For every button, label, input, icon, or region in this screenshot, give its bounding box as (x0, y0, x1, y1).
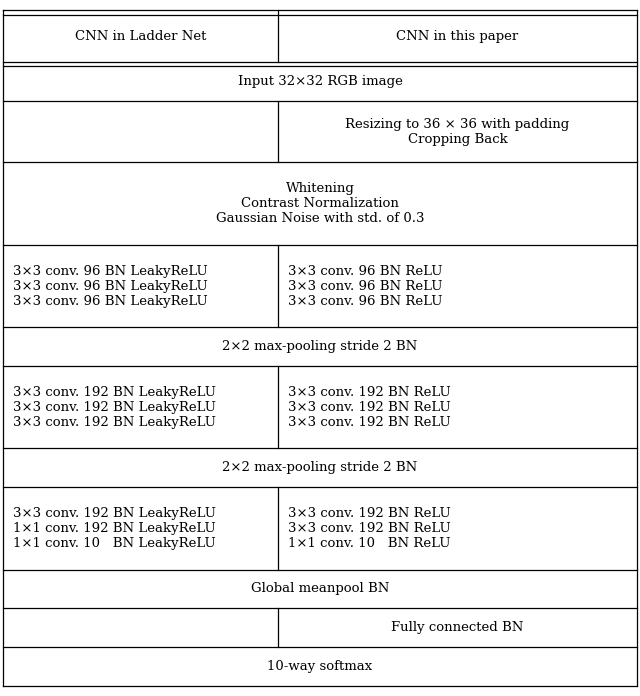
Text: Global meanpool BN: Global meanpool BN (251, 583, 389, 596)
Text: Fully connected BN: Fully connected BN (392, 621, 524, 634)
Text: 3×3 conv. 192 BN LeakyReLU
3×3 conv. 192 BN LeakyReLU
3×3 conv. 192 BN LeakyReLU: 3×3 conv. 192 BN LeakyReLU 3×3 conv. 192… (13, 386, 216, 429)
Text: 10-way softmax: 10-way softmax (268, 660, 372, 673)
Text: 3×3 conv. 96 BN ReLU
3×3 conv. 96 BN ReLU
3×3 conv. 96 BN ReLU: 3×3 conv. 96 BN ReLU 3×3 conv. 96 BN ReL… (288, 264, 442, 308)
Text: 3×3 conv. 192 BN ReLU
3×3 conv. 192 BN ReLU
3×3 conv. 192 BN ReLU: 3×3 conv. 192 BN ReLU 3×3 conv. 192 BN R… (288, 386, 451, 429)
Text: 2×2 max-pooling stride 2 BN: 2×2 max-pooling stride 2 BN (222, 461, 418, 474)
Text: Resizing to 36 × 36 with padding
Cropping Back: Resizing to 36 × 36 with padding Croppin… (346, 118, 570, 145)
Text: 3×3 conv. 192 BN ReLU
3×3 conv. 192 BN ReLU
1×1 conv. 10   BN ReLU: 3×3 conv. 192 BN ReLU 3×3 conv. 192 BN R… (288, 507, 451, 550)
Text: Input 32×32 RGB image: Input 32×32 RGB image (237, 74, 403, 88)
Text: CNN in this paper: CNN in this paper (396, 30, 519, 42)
Text: 3×3 conv. 96 BN LeakyReLU
3×3 conv. 96 BN LeakyReLU
3×3 conv. 96 BN LeakyReLU: 3×3 conv. 96 BN LeakyReLU 3×3 conv. 96 B… (13, 264, 207, 308)
Text: CNN in Ladder Net: CNN in Ladder Net (75, 30, 207, 42)
Text: 3×3 conv. 192 BN LeakyReLU
1×1 conv. 192 BN LeakyReLU
1×1 conv. 10   BN LeakyReL: 3×3 conv. 192 BN LeakyReLU 1×1 conv. 192… (13, 507, 216, 550)
Text: 2×2 max-pooling stride 2 BN: 2×2 max-pooling stride 2 BN (222, 340, 418, 353)
Text: Whitening
Contrast Normalization
Gaussian Noise with std. of 0.3: Whitening Contrast Normalization Gaussia… (216, 182, 424, 226)
